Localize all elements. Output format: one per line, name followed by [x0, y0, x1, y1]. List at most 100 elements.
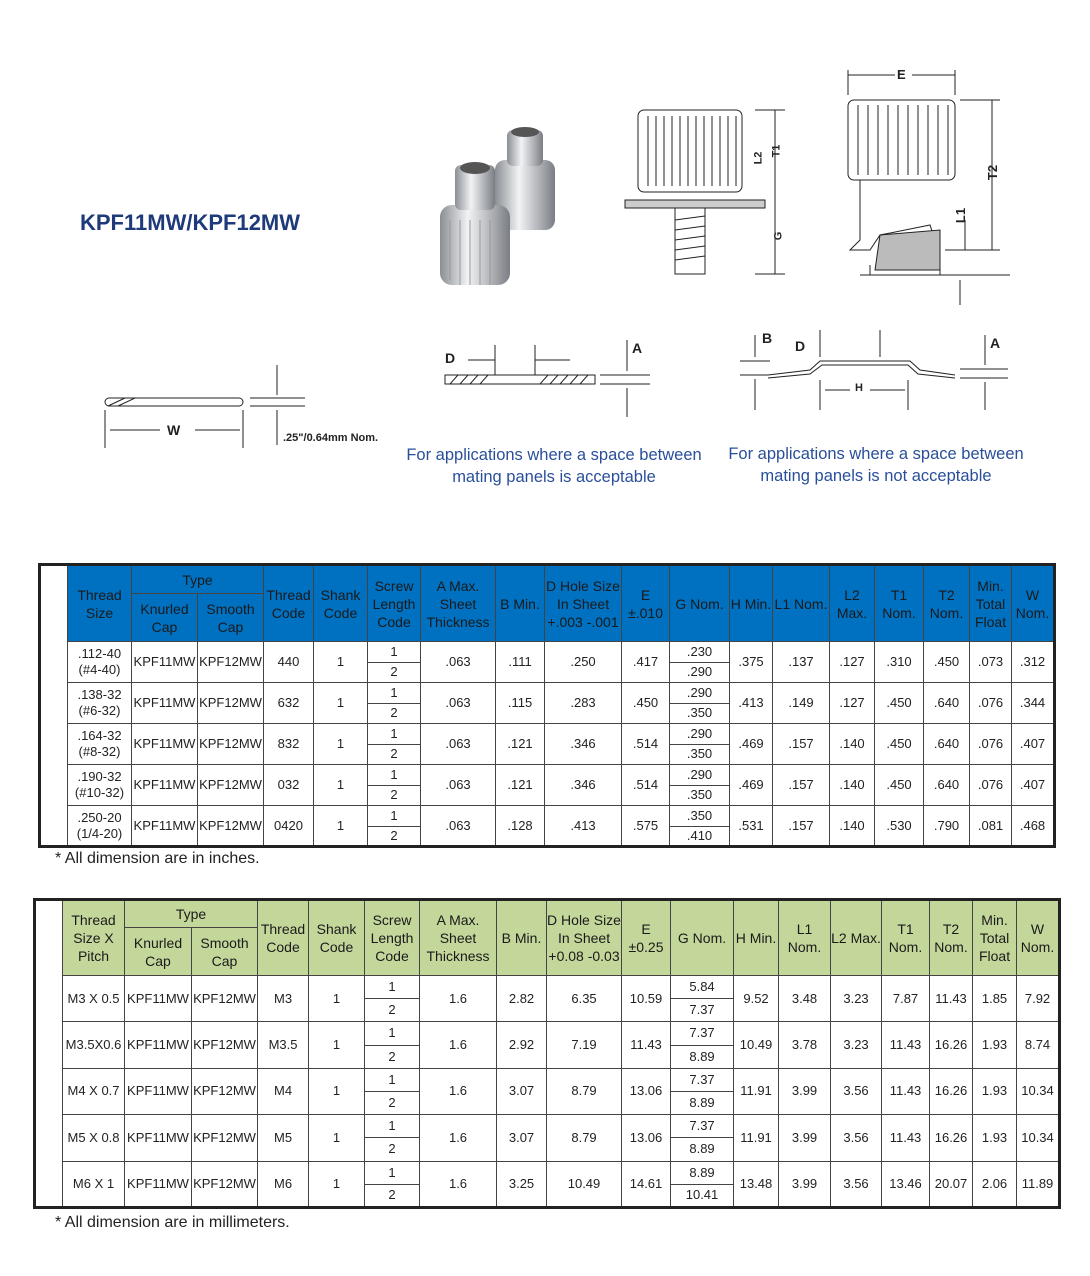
cell-g: .350	[669, 805, 731, 827]
caption-space-not-acceptable: For applications where a space between m…	[728, 445, 1024, 485]
washer-thickness-note: .25"/0.64mm Nom.	[283, 432, 379, 444]
header-l2: L2 Max.	[830, 899, 883, 976]
cell-w: .468	[1011, 805, 1056, 847]
cell-a: .063	[420, 682, 497, 724]
cell-g: 7.37	[670, 998, 735, 1023]
header-knurled-cap: Knurled Cap	[124, 927, 192, 976]
dim-label-t1: T1	[770, 144, 783, 158]
cell-g: 7.37	[670, 1114, 735, 1139]
cell-e: .575	[621, 805, 671, 847]
cell-t2: .450	[923, 641, 971, 683]
cell-d: 8.79	[546, 1114, 623, 1162]
table-row: .112-40 (#4-40) KPF11MW KPF12MW 440 1 1.063.1…	[40, 641, 1056, 683]
cell-w: 8.74	[1016, 1021, 1061, 1069]
side-label: METRIC	[34, 899, 63, 1208]
cell-l2: 3.23	[830, 974, 883, 1023]
cell-thread-code: 032	[263, 764, 315, 806]
table-row: M4 X 0.7 KPF11MW KPF12MW M4 1 1 1.6 3.07 8.79 13.…	[35, 1067, 1061, 1116]
cell-t1: .450	[874, 682, 925, 724]
cell-screw-length: 2	[364, 1090, 421, 1116]
cell-h: .469	[729, 723, 774, 765]
cell-screw-length: 1	[364, 974, 421, 1000]
cell-thread-size: .112-40 (#4-40)	[67, 641, 132, 683]
dim-label-a-left: A	[632, 340, 643, 356]
cell-smooth: KPF12MW	[190, 974, 259, 1023]
header-d: D Hole Size In Sheet +.003 -.001	[544, 564, 623, 642]
cell-knurled: KPF11MW	[124, 974, 192, 1023]
cell-h: .531	[729, 805, 774, 847]
cell-t1: 11.43	[881, 1114, 931, 1162]
caption-space-acceptable: For applications where a space between m…	[406, 446, 702, 486]
cell-screw-length: 1	[367, 682, 422, 704]
cell-knurled: KPF11MW	[131, 641, 198, 683]
cell-shank: 1	[313, 682, 369, 724]
cell-b: 3.07	[496, 1067, 548, 1116]
cell-t2: 11.43	[929, 974, 974, 1023]
cell-l2: 3.56	[830, 1114, 883, 1162]
cell-screw-length: 2	[367, 825, 422, 847]
cell-t2: 16.26	[929, 1021, 974, 1069]
header-t1: T1 Nom.	[881, 899, 931, 976]
header-g: G Nom.	[669, 564, 731, 642]
cell-b: .121	[495, 723, 546, 765]
cell-float: 1.93	[972, 1067, 1018, 1116]
cell-shank: 1	[313, 641, 369, 683]
cell-b: 3.07	[496, 1114, 548, 1162]
cell-float: 2.06	[972, 1160, 1018, 1208]
cell-t1: 11.43	[881, 1067, 931, 1116]
header-a: A Max. Sheet Thickness	[420, 564, 497, 642]
cell-float: 1.85	[972, 974, 1018, 1023]
cell-smooth: KPF12MW	[190, 1160, 259, 1208]
cell-float: 1.93	[972, 1021, 1018, 1069]
header-type: Type	[123, 899, 259, 928]
header-a: A Max. Sheet Thickness	[419, 899, 498, 976]
cell-t1: .530	[874, 805, 925, 847]
cell-d: .346	[544, 723, 623, 765]
cell-w: 10.34	[1016, 1067, 1061, 1116]
cell-g: 8.89	[670, 1137, 735, 1162]
cell-thread-code: M5	[257, 1114, 310, 1162]
cell-t2: 20.07	[929, 1160, 974, 1208]
cell-l2: .127	[829, 682, 876, 724]
cell-float: .076	[969, 764, 1013, 806]
cell-e: .514	[621, 723, 671, 765]
cell-thread-code: M6	[257, 1160, 310, 1208]
cell-thread-size: .138-32 (#6-32)	[67, 682, 132, 724]
cell-b: 2.82	[496, 974, 548, 1023]
cell-l2: .140	[829, 723, 876, 765]
cell-w: .407	[1011, 723, 1056, 765]
side-label: UNIFIED	[39, 564, 68, 847]
front-view-drawing	[624, 109, 785, 275]
header-h: H Min.	[729, 564, 774, 642]
cell-g: .230	[669, 641, 731, 663]
cell-t1: 13.46	[881, 1160, 931, 1208]
cell-t2: .640	[923, 764, 971, 806]
header-t2: T2 Nom.	[923, 564, 971, 642]
cell-float: .073	[969, 641, 1013, 683]
cell-e: .417	[621, 641, 671, 683]
dim-label-w: W	[167, 422, 181, 438]
cell-screw-length: 2	[364, 1044, 421, 1069]
cell-g: 10.41	[670, 1183, 735, 1208]
cell-knurled: KPF11MW	[131, 764, 198, 806]
cell-a: .063	[420, 805, 497, 847]
header-shank-code: Shank Code	[308, 899, 366, 976]
cell-screw-length: 2	[364, 1137, 421, 1162]
cell-smooth: KPF12MW	[196, 641, 265, 683]
cell-b: 2.92	[496, 1021, 548, 1069]
cell-a: 1.6	[419, 1114, 498, 1162]
cell-thread-size: M6 X 1	[62, 1160, 125, 1208]
cell-l1: .149	[772, 682, 831, 724]
cell-knurled: KPF11MW	[131, 805, 198, 847]
header-t2: T2 Nom.	[929, 899, 974, 976]
cell-t2: .640	[923, 723, 971, 765]
cell-smooth: KPF12MW	[196, 682, 265, 724]
cell-g: .350	[669, 743, 731, 765]
cell-h: .469	[729, 764, 774, 806]
metric-units-note: * All dimension are in millimeters.	[55, 1214, 290, 1231]
cell-a: .063	[420, 723, 497, 765]
header-d: D Hole Size In Sheet +0.08 -0.03	[546, 899, 623, 976]
cell-e: 11.43	[621, 1021, 672, 1069]
